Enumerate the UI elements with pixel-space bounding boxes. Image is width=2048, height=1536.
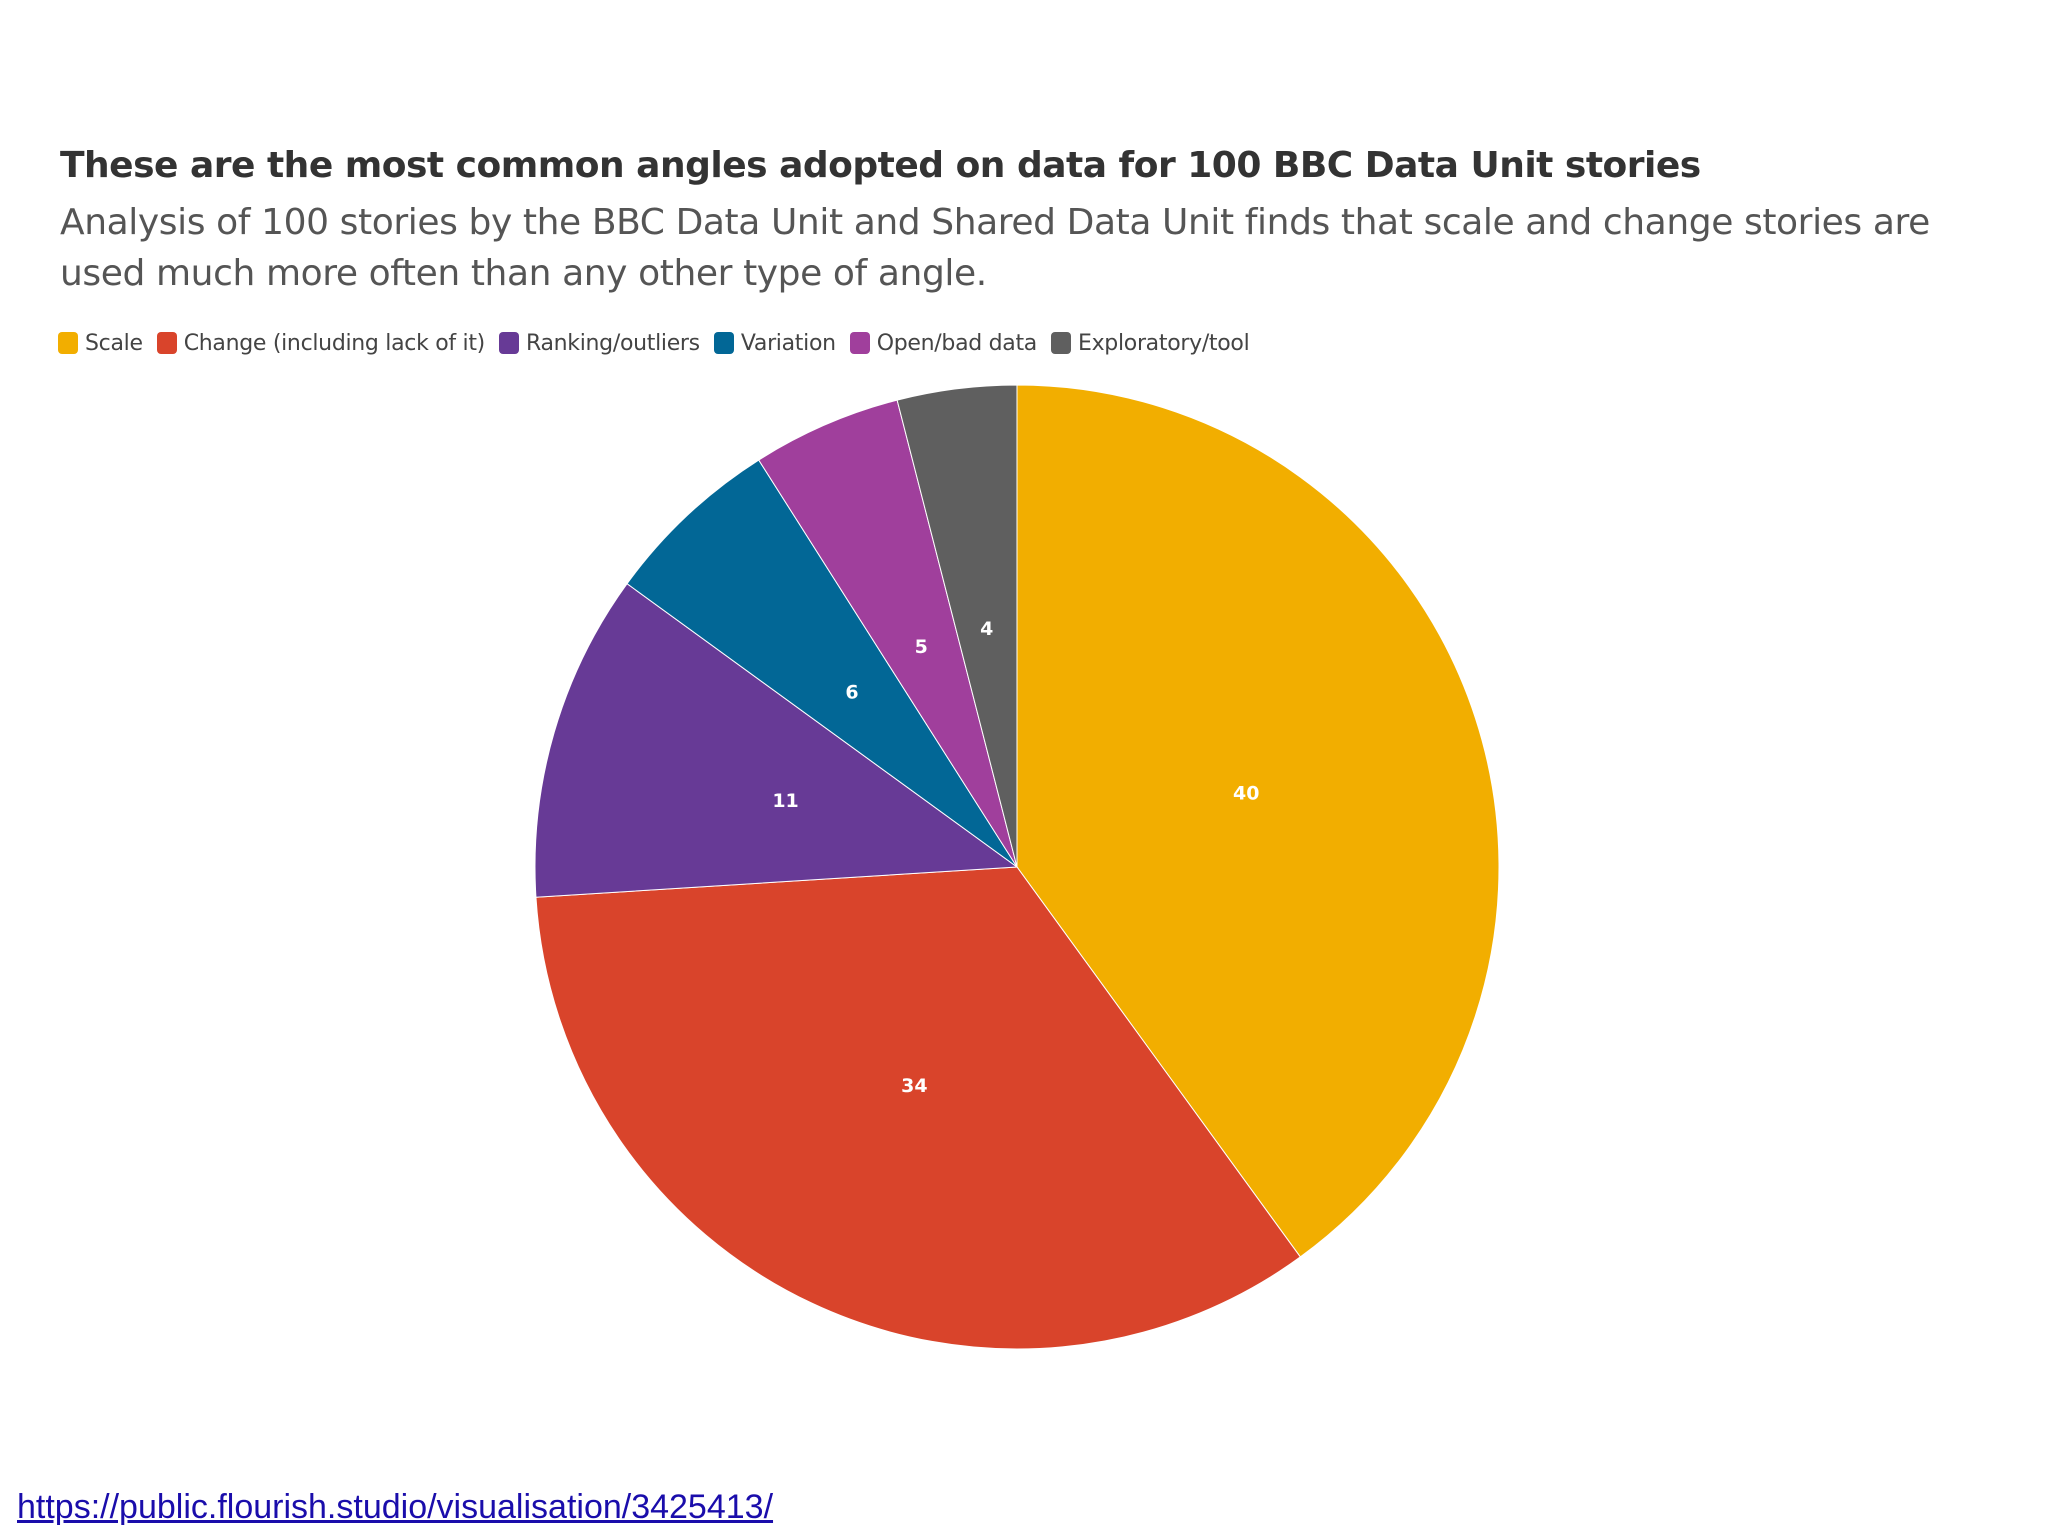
pie-slice[interactable] [1016,384,1500,1258]
slice-value-label: 4 [980,618,993,640]
legend-label: Exploratory/tool [1077,330,1250,356]
legend-label: Change (including lack of it) [183,330,486,356]
legend-swatch [156,332,177,354]
legend-label: Scale [85,330,143,356]
pie-slice[interactable] [758,399,1018,868]
slice-value-label: 34 [901,1075,927,1097]
legend-item: Change (including lack of it) [156,330,486,356]
legend-swatch [713,332,734,354]
slice-value-label: 11 [772,790,798,812]
chart-title: These are the most common angles adopted… [60,145,1701,186]
slice-value-label: 6 [845,681,858,703]
pie-slice[interactable] [535,866,1302,1350]
slice-value-label: 5 [915,636,928,658]
chart-subtitle: Analysis of 100 stories by the BBC Data … [60,202,1930,294]
pie-slice[interactable] [534,582,1019,898]
legend-label: Ranking/outliers [525,330,700,356]
legend-item: Ranking/outliers [498,330,700,356]
legend-swatch [498,332,519,354]
slice-value-label: 40 [1233,783,1259,805]
source-link[interactable]: https://public.flourish.studio/visualisa… [17,1488,774,1526]
legend-label: Variation [740,330,836,356]
pie-slice[interactable] [626,459,1018,868]
legend-item: Open/bad data [849,330,1038,356]
legend-swatch [58,332,78,354]
chart-legend: Scale Change (including lack of it) Rankin… [58,327,1263,359]
legend-item: Scale [58,331,143,356]
legend-item: Variation [713,330,836,356]
legend-item: Exploratory/tool [1050,330,1250,356]
legend-label: Open/bad data [876,330,1038,356]
legend-swatch [1050,332,1071,354]
pie-slice[interactable] [896,384,1018,868]
legend-swatch [849,332,870,354]
